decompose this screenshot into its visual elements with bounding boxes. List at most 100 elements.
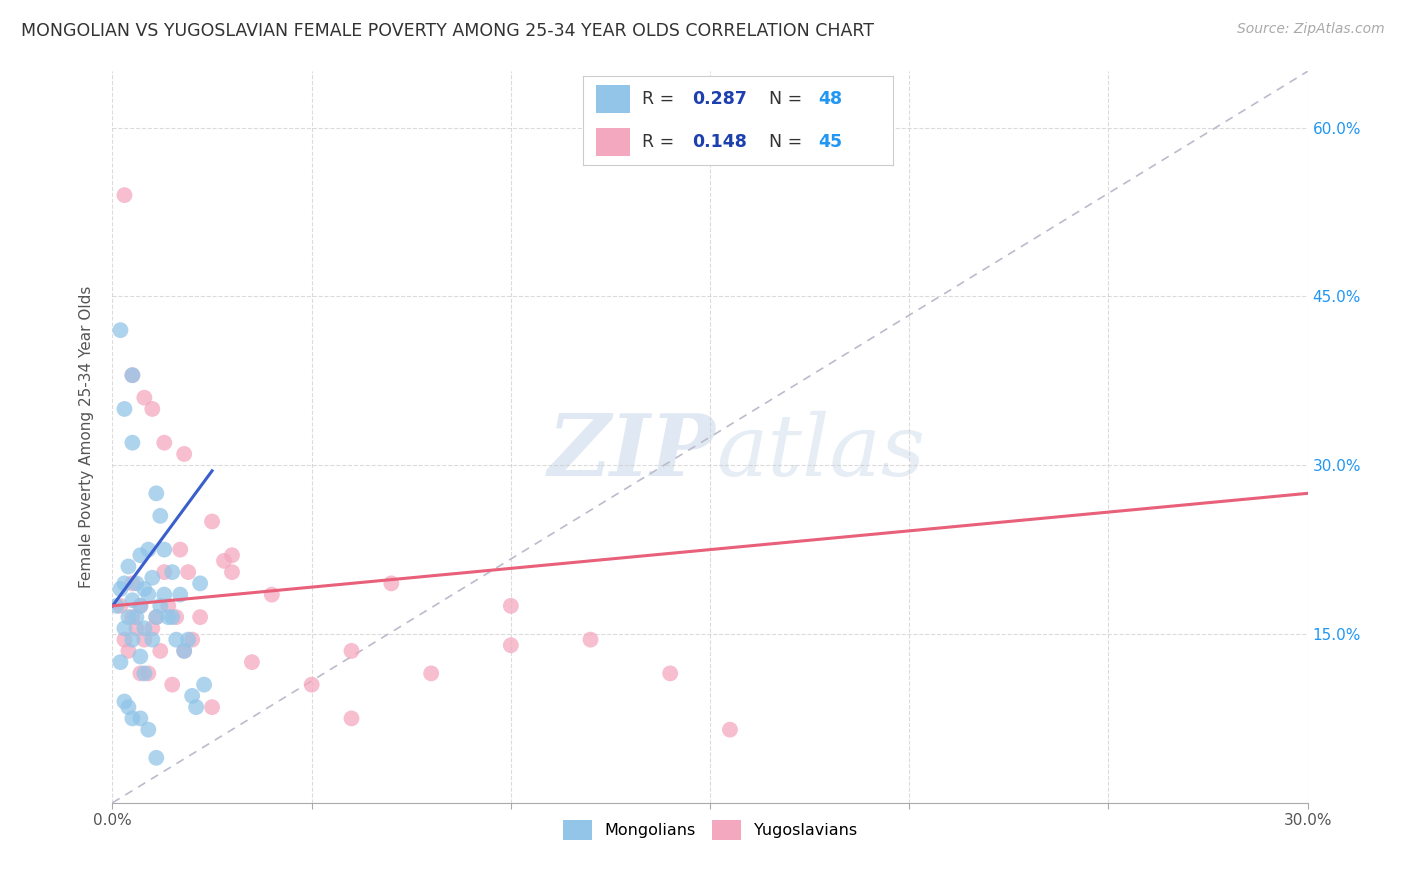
Point xyxy=(138,542,160,557)
Point xyxy=(157,610,180,624)
Point xyxy=(165,632,187,647)
Point xyxy=(117,610,139,624)
Point xyxy=(110,599,132,613)
Point xyxy=(129,548,152,562)
Point xyxy=(188,576,211,591)
Point xyxy=(110,582,132,596)
Point xyxy=(193,678,215,692)
Point xyxy=(173,447,195,461)
Text: MONGOLIAN VS YUGOSLAVIAN FEMALE POVERTY AMONG 25-34 YEAR OLDS CORRELATION CHART: MONGOLIAN VS YUGOSLAVIAN FEMALE POVERTY … xyxy=(21,22,875,40)
Point xyxy=(162,565,183,579)
Point xyxy=(340,644,363,658)
Point xyxy=(114,401,135,416)
Point xyxy=(153,588,176,602)
Point xyxy=(121,593,143,607)
Text: ZIP: ZIP xyxy=(548,410,716,493)
Point xyxy=(340,711,363,725)
Text: atlas: atlas xyxy=(716,410,925,493)
Point xyxy=(121,368,143,383)
Point xyxy=(260,588,283,602)
Point xyxy=(177,565,200,579)
Point xyxy=(181,689,204,703)
Point xyxy=(121,610,143,624)
Point xyxy=(141,571,163,585)
Point xyxy=(125,621,148,635)
Point xyxy=(129,649,152,664)
Point xyxy=(125,610,148,624)
Point xyxy=(110,323,132,337)
Text: N =: N = xyxy=(769,133,808,151)
Point xyxy=(188,610,211,624)
Point xyxy=(201,515,224,529)
Point xyxy=(499,638,522,652)
Point xyxy=(145,610,167,624)
Point xyxy=(169,542,191,557)
Point xyxy=(138,588,160,602)
Point xyxy=(134,632,156,647)
Point xyxy=(149,644,172,658)
Point xyxy=(121,368,143,383)
Text: Source: ZipAtlas.com: Source: ZipAtlas.com xyxy=(1237,22,1385,37)
Point xyxy=(114,621,135,635)
Text: 0.148: 0.148 xyxy=(692,133,747,151)
Point xyxy=(162,610,183,624)
Text: R =: R = xyxy=(643,90,681,108)
Point xyxy=(138,666,160,681)
Point xyxy=(138,723,160,737)
Text: 48: 48 xyxy=(818,90,842,108)
Point xyxy=(157,599,180,613)
Point xyxy=(114,576,135,591)
Point xyxy=(153,542,176,557)
Point xyxy=(141,632,163,647)
Y-axis label: Female Poverty Among 25-34 Year Olds: Female Poverty Among 25-34 Year Olds xyxy=(79,286,94,588)
Point xyxy=(173,644,195,658)
Point xyxy=(169,588,191,602)
Point xyxy=(221,548,243,562)
Text: N =: N = xyxy=(769,90,808,108)
Point xyxy=(134,666,156,681)
Point xyxy=(134,391,156,405)
Point xyxy=(129,711,152,725)
Text: R =: R = xyxy=(643,133,681,151)
Point xyxy=(129,599,152,613)
Point xyxy=(129,599,152,613)
Text: 45: 45 xyxy=(818,133,842,151)
Point xyxy=(110,655,132,669)
Point xyxy=(141,401,163,416)
Point xyxy=(149,508,172,523)
Point xyxy=(240,655,263,669)
Point xyxy=(499,599,522,613)
Point xyxy=(177,632,200,647)
Point xyxy=(153,435,176,450)
Point xyxy=(134,621,156,635)
Point xyxy=(121,711,143,725)
Point xyxy=(165,610,187,624)
Point xyxy=(121,576,143,591)
Point xyxy=(201,700,224,714)
Point xyxy=(141,621,163,635)
Point xyxy=(117,644,139,658)
Point xyxy=(145,610,167,624)
Point xyxy=(212,554,235,568)
Point xyxy=(420,666,443,681)
FancyBboxPatch shape xyxy=(596,128,630,156)
Legend: Mongolians, Yugoslavians: Mongolians, Yugoslavians xyxy=(557,814,863,846)
Point xyxy=(134,582,156,596)
Point xyxy=(117,700,139,714)
Point xyxy=(221,565,243,579)
Point xyxy=(659,666,682,681)
Point xyxy=(186,700,208,714)
Point xyxy=(125,576,148,591)
Point xyxy=(718,723,741,737)
Point xyxy=(181,632,204,647)
Point xyxy=(121,435,143,450)
Point xyxy=(114,188,135,202)
Point xyxy=(173,644,195,658)
Point xyxy=(145,486,167,500)
Point xyxy=(301,678,323,692)
Point xyxy=(117,559,139,574)
Point xyxy=(105,599,128,613)
Text: 0.287: 0.287 xyxy=(692,90,747,108)
Point xyxy=(579,632,602,647)
Point xyxy=(121,632,143,647)
